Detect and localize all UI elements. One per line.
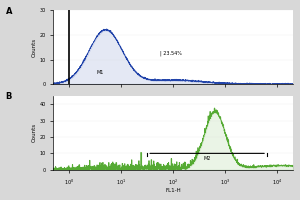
Y-axis label: Counts: Counts — [32, 38, 37, 57]
Text: A: A — [5, 7, 12, 16]
Text: M2: M2 — [203, 156, 211, 161]
Text: M1: M1 — [96, 70, 103, 75]
Text: B: B — [5, 92, 12, 101]
Y-axis label: Counts: Counts — [32, 123, 37, 142]
X-axis label: FL1-H: FL1-H — [165, 188, 181, 193]
Text: | 23.54%: | 23.54% — [160, 51, 182, 56]
